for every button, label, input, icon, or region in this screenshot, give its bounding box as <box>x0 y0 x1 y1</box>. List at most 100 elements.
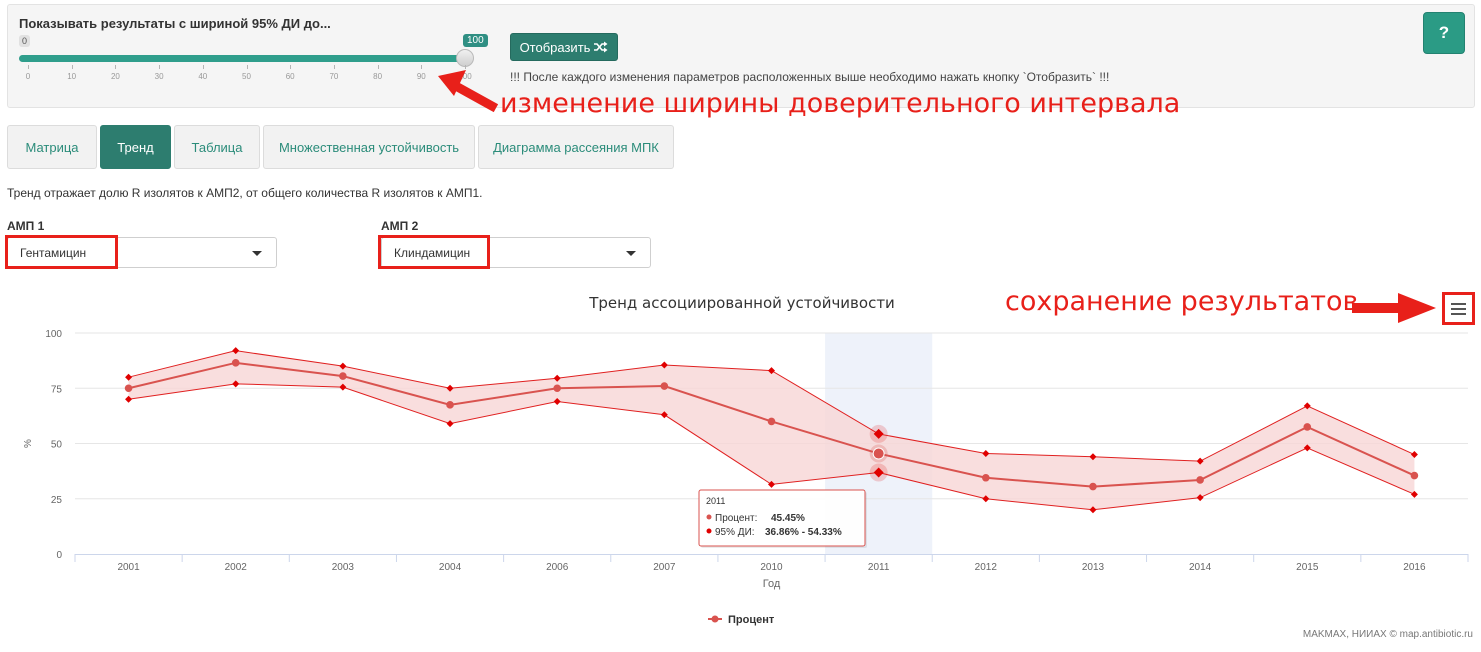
slider-tick-label: 70 <box>329 72 339 81</box>
show-button[interactable]: Отобразить <box>510 33 618 61</box>
ci-lower-marker <box>125 395 133 403</box>
x-tick-label: 2006 <box>546 562 569 573</box>
amp2-select[interactable]: Клиндамицин <box>381 237 651 268</box>
x-tick-label: 2014 <box>1189 562 1212 573</box>
tooltip-value-label: Процент: <box>715 513 757 524</box>
slider-min-badge: 0 <box>19 35 31 47</box>
menu-icon-bar <box>1451 307 1466 310</box>
tab-table[interactable]: Таблица <box>174 125 260 169</box>
ci-lower-marker <box>768 480 775 488</box>
tooltip-dot <box>706 528 712 534</box>
tooltip-category: 2011 <box>706 496 725 506</box>
tooltip-dot <box>706 514 712 520</box>
slider-tick <box>465 65 466 69</box>
amp1-label: АМП 1 <box>7 219 45 233</box>
chevron-down-icon <box>252 251 262 256</box>
ci-lower-marker <box>446 420 454 428</box>
tab-multiple-resistance-label: Множественная устойчивость <box>278 139 460 155</box>
ci-lower-marker <box>873 467 884 478</box>
shuffle-icon <box>594 41 608 53</box>
y-tick-label: 25 <box>51 495 63 506</box>
annotation-arrow-slider <box>438 70 499 113</box>
tooltip-box <box>698 489 866 547</box>
slider-tick <box>333 65 335 69</box>
data-point <box>124 384 133 393</box>
ci-upper-marker <box>1196 457 1204 465</box>
menu-icon-bar <box>1451 302 1466 305</box>
y-tick-label: 0 <box>56 550 62 561</box>
tooltip-ci: 36.86% - 54.33% <box>765 527 842 538</box>
y-tick-label: 100 <box>45 329 62 340</box>
ci-upper-marker <box>553 374 561 382</box>
slider-tick <box>28 65 29 69</box>
chart-export-menu-button[interactable] <box>1442 292 1475 325</box>
data-point <box>660 382 669 390</box>
slider-tick <box>202 65 204 69</box>
x-tick-label: 2007 <box>653 562 676 573</box>
ci-lower-marker <box>1303 444 1311 452</box>
slider-value-badge: 100 <box>463 34 488 47</box>
ci-lower-marker <box>232 380 240 388</box>
controls-panel: Показывать результаты с шириной 95% ДИ д… <box>7 4 1475 108</box>
slider-tick-label: 10 <box>67 72 77 81</box>
ci-upper-marker <box>660 361 668 369</box>
slider-tick-label: 40 <box>198 72 208 81</box>
data-point <box>1410 471 1419 480</box>
ci-upper-marker <box>982 449 990 457</box>
tab-matrix[interactable]: Матрица <box>7 125 97 169</box>
ci-width-slider[interactable] <box>19 49 474 67</box>
slider-tick-label: 0 <box>25 72 31 81</box>
y-tick-label: 50 <box>51 440 63 451</box>
ci-upper-marker <box>1303 402 1311 410</box>
tab-table-label: Таблица <box>191 139 243 155</box>
slider-tick <box>421 65 423 69</box>
x-tick-label: 2002 <box>225 562 248 573</box>
slider-tick-label: 20 <box>110 72 120 81</box>
trend-chart: Тренд ассоциированной устойчивости 0 25 50 7… <box>23 294 1469 626</box>
data-point <box>872 447 885 460</box>
x-axis-label: Год <box>763 578 781 590</box>
annotation-ci-width: изменение ширины доверительного интервал… <box>500 88 1181 119</box>
x-tick-label: 2013 <box>1082 562 1105 573</box>
ci-lower-marker <box>982 495 990 503</box>
x-tick-label: 2003 <box>332 562 355 573</box>
ci-lower-marker <box>339 383 347 391</box>
description-text: Тренд отражает долю R изолятов к АМП2, о… <box>7 186 483 200</box>
amp2-value: Клиндамицин <box>394 246 471 260</box>
help-button[interactable]: ? <box>1423 12 1465 54</box>
slider-tick-label: 60 <box>285 72 295 81</box>
amp1-select[interactable]: Гентамицин <box>7 237 277 268</box>
slider-tick <box>377 65 379 69</box>
x-tick-label: 2004 <box>439 562 462 573</box>
notice-text: !!! После каждого изменения параметров р… <box>510 70 1110 84</box>
slider-tick <box>159 65 161 69</box>
slider-title: Показывать результаты с шириной 95% ДИ д… <box>19 16 331 31</box>
data-point <box>231 359 240 367</box>
slider-tick <box>71 65 73 69</box>
menu-icon-bar <box>1451 312 1466 315</box>
tooltip-value: 45.45% <box>771 513 805 524</box>
y-axis-label: % <box>23 439 34 448</box>
slider-tick-label: 30 <box>154 72 164 81</box>
slider-fill <box>19 55 465 62</box>
slider-tick <box>290 65 292 69</box>
data-point <box>982 473 990 482</box>
slider-ticks: 0 10 20 30 40 50 60 70 80 90 100 <box>19 65 474 81</box>
tab-mic-scatter[interactable]: Диаграмма рассеяния МПК <box>478 125 674 169</box>
x-tick-label: 2010 <box>760 562 783 573</box>
slider-tick-label: 50 <box>242 72 251 81</box>
ci-lower-marker <box>553 398 561 406</box>
data-point <box>446 401 454 409</box>
tab-trend[interactable]: Тренд <box>100 125 171 169</box>
slider-tick <box>115 65 117 69</box>
ci-upper-marker <box>1410 451 1418 459</box>
chevron-down-icon <box>626 251 636 256</box>
ci-lower-marker <box>1089 506 1097 514</box>
ci-lower-marker <box>1196 494 1204 502</box>
annotation-save-results: сохранение результатов <box>1005 286 1359 317</box>
x-tick-label: 2016 <box>1403 562 1426 573</box>
data-point <box>1089 482 1097 491</box>
ci-upper-marker <box>1089 453 1097 461</box>
slider-tick-label: 80 <box>373 72 383 81</box>
tab-multiple-resistance[interactable]: Множественная устойчивость <box>263 125 475 169</box>
